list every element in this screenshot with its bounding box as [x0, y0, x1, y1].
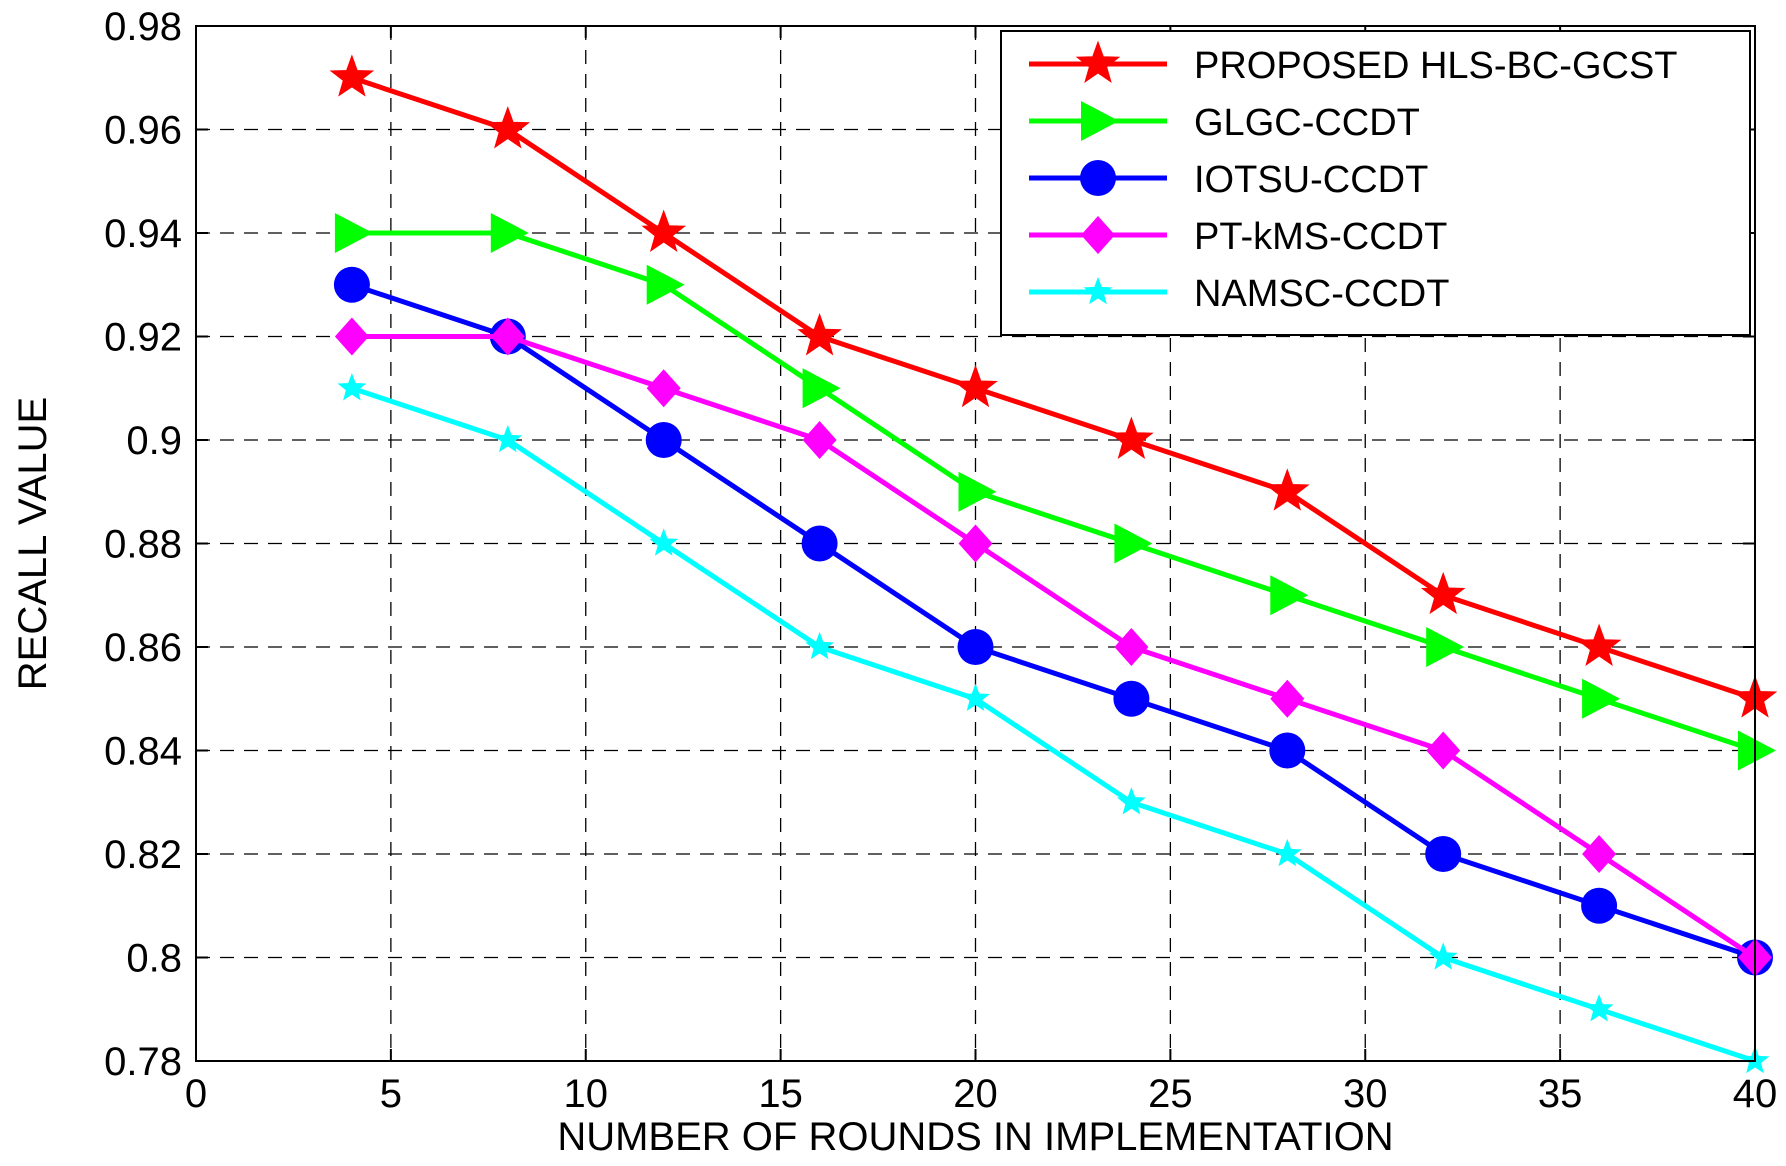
- y-axis-title: RECALL VALUE: [11, 397, 55, 690]
- legend-label: GLGC-CCDT: [1194, 102, 1420, 144]
- data-point: [1581, 887, 1618, 924]
- series-proposed-hls-bc-gcst: [329, 54, 1778, 718]
- data-point: [334, 317, 369, 356]
- data-point: [329, 54, 375, 97]
- data-point: [485, 106, 531, 149]
- data-point: [490, 213, 529, 253]
- series-glgc-ccdt: [334, 213, 1776, 771]
- data-point: [646, 369, 681, 408]
- data-point: [1426, 731, 1461, 770]
- x-tick-label: 5: [380, 1072, 402, 1116]
- data-point: [1738, 730, 1776, 771]
- data-point: [1270, 575, 1309, 616]
- data-point: [802, 368, 841, 409]
- data-point: [802, 421, 837, 459]
- data-point: [1582, 678, 1621, 719]
- data-point: [1109, 416, 1154, 459]
- legend-item: PT-kMS-CCDT: [1029, 216, 1447, 258]
- legend-label: NAMSC-CCDT: [1194, 273, 1449, 315]
- data-point: [1114, 628, 1149, 666]
- data-point: [490, 317, 525, 356]
- data-point: [1428, 942, 1458, 970]
- data-point: [641, 209, 686, 252]
- series-group: [329, 54, 1778, 1074]
- legend-item: GLGC-CCDT: [1029, 101, 1420, 144]
- data-point: [1272, 838, 1302, 867]
- legend-label: PT-kMS-CCDT: [1194, 216, 1447, 258]
- legend-label: PROPOSED HLS-BC-GCST: [1194, 45, 1678, 87]
- x-axis-title: NUMBER OF ROUNDS IN IMPLEMENTATION: [557, 1115, 1393, 1159]
- x-tick-label: 35: [1538, 1072, 1583, 1116]
- series-line: [351, 230, 1756, 753]
- legend-box: [1000, 30, 1751, 336]
- data-point: [1584, 994, 1614, 1022]
- y-tick-label: 0.98: [104, 5, 182, 49]
- series-line: [351, 282, 1756, 960]
- y-tick-label: 0.94: [104, 212, 182, 256]
- data-point: [1582, 835, 1617, 873]
- legend-item: NAMSC-CCDT: [1029, 273, 1449, 315]
- data-point: [646, 264, 685, 305]
- data-point: [1270, 679, 1305, 718]
- data-point: [961, 683, 990, 712]
- y-tick-label: 0.86: [104, 626, 182, 670]
- series-line: [351, 385, 1756, 1064]
- data-point: [333, 266, 370, 303]
- plot-frame: [195, 25, 1756, 1062]
- legend-item: IOTSU-CCDT: [1029, 159, 1428, 201]
- legend-marker: [1081, 101, 1119, 141]
- x-axis-ticks: 0 5 10 15 20 25 30 35 40: [185, 26, 1777, 1116]
- legend-marker: [1081, 216, 1115, 254]
- data-point: [797, 313, 842, 356]
- data-point: [1264, 468, 1310, 511]
- data-point: [1269, 732, 1306, 769]
- series-iotsu-ccdt: [333, 266, 1773, 976]
- y-axis-ticks: 0.78 0.8 0.82 0.84 0.86 0.88 0.9 0.92 0.94 0.96 0.…: [104, 5, 1755, 1084]
- y-tick-label: 0.8: [126, 937, 182, 981]
- y-tick-label: 0.82: [104, 833, 182, 877]
- x-tick-label: 30: [1343, 1072, 1388, 1116]
- data-point: [801, 525, 838, 562]
- y-tick-label: 0.78: [104, 1040, 182, 1084]
- x-tick-label: 10: [564, 1072, 609, 1116]
- data-point: [337, 373, 367, 401]
- x-tick-label: 40: [1733, 1072, 1778, 1116]
- legend-marker: [1083, 276, 1113, 305]
- data-point: [1114, 523, 1153, 564]
- series-line: [351, 334, 1757, 960]
- data-point: [334, 213, 373, 253]
- legend-marker: [1075, 40, 1121, 83]
- y-tick-label: 0.84: [104, 730, 182, 774]
- x-tick-label: 25: [1148, 1072, 1193, 1116]
- legend-item: PROPOSED HLS-BC-GCST: [1029, 40, 1678, 87]
- series-line: [351, 75, 1756, 702]
- y-tick-label: 0.92: [104, 316, 182, 360]
- x-tick-label: 0: [185, 1072, 207, 1116]
- x-tick-label: 20: [953, 1072, 998, 1116]
- legend-marker: [1080, 160, 1116, 196]
- x-tick-label: 15: [758, 1072, 803, 1116]
- y-tick-label: 0.9: [126, 419, 182, 463]
- series-pt-kms-ccdt: [334, 317, 1772, 977]
- series-namsc-ccdt: [337, 373, 1770, 1074]
- data-point: [1425, 836, 1462, 872]
- data-point: [645, 422, 682, 458]
- data-point: [958, 471, 997, 512]
- legend-label: IOTSU-CCDT: [1194, 159, 1428, 201]
- y-tick-label: 0.96: [104, 109, 182, 153]
- data-point: [1116, 787, 1146, 815]
- data-point: [1576, 623, 1622, 666]
- data-point: [805, 631, 835, 660]
- data-point: [493, 424, 523, 453]
- legend: PROPOSED HLS-BC-GCST GLGC-CCDT IOTSU-CCDT P…: [1000, 30, 1751, 336]
- data-point: [958, 524, 993, 563]
- y-tick-label: 0.88: [104, 523, 182, 567]
- data-point: [953, 364, 998, 408]
- data-point: [1113, 680, 1150, 717]
- data-point: [649, 528, 679, 556]
- data-point: [1426, 627, 1465, 667]
- data-point: [1420, 571, 1466, 615]
- data-point: [957, 629, 994, 665]
